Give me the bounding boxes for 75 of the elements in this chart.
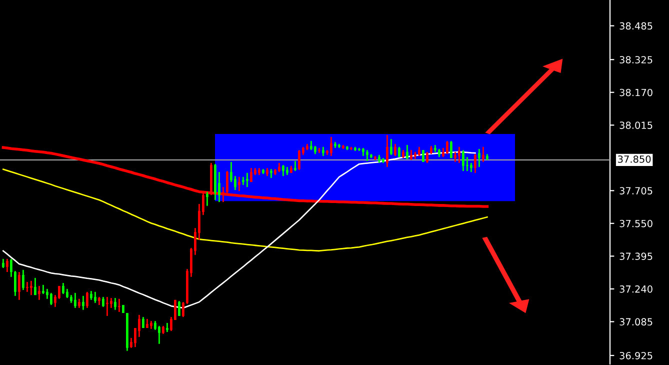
candlestick (206, 191, 208, 207)
candlestick (10, 258, 12, 278)
candlestick (82, 295, 84, 311)
y-tick-label: 37.085 (620, 318, 652, 326)
y-tick-label: 38.325 (620, 56, 652, 64)
candlestick (418, 146, 420, 157)
candlestick (14, 270, 16, 297)
candlestick (478, 148, 480, 168)
candlestick (410, 149, 412, 161)
candlestick (366, 149, 368, 162)
candlestick (66, 288, 68, 299)
candlestick (166, 322, 168, 333)
candlestick (482, 146, 484, 163)
candlestick (454, 151, 456, 163)
candlestick (50, 292, 52, 306)
candlestick (406, 144, 408, 160)
candlestick (46, 288, 48, 300)
candlestick (74, 292, 76, 309)
candlestick (238, 176, 240, 192)
candlestick (234, 175, 236, 191)
ref-line-label: 37.850 (618, 155, 651, 163)
candlestick (26, 281, 28, 293)
candlestick (226, 170, 228, 194)
candlestick (294, 160, 296, 172)
y-tick-label: 38.485 (620, 22, 652, 30)
y-tick-label: 36.925 (620, 352, 652, 360)
candlestick (30, 280, 32, 296)
candlestick (106, 296, 108, 317)
candlestick (310, 140, 312, 151)
candlestick (298, 149, 300, 171)
candlestick (18, 271, 20, 301)
candlestick (86, 291, 88, 309)
candlestick (42, 284, 44, 295)
candlestick (94, 291, 96, 304)
candlestick (462, 149, 464, 172)
candlestick (110, 297, 112, 309)
candlestick (386, 134, 388, 168)
candlestick (62, 282, 64, 295)
candlestick (458, 146, 460, 164)
candlestick (282, 164, 284, 177)
candlestick (230, 161, 232, 183)
candlestick (178, 300, 180, 317)
candlestick (58, 285, 60, 300)
candlestick (470, 162, 472, 173)
candlestick (426, 151, 428, 164)
y-tick-label: 37.395 (620, 252, 652, 260)
y-tick-label: 38.170 (620, 88, 652, 96)
candlestick (330, 136, 332, 157)
candlestick (394, 143, 396, 157)
candlestick (222, 186, 224, 203)
candlestick (474, 153, 476, 174)
candlestick (22, 269, 24, 291)
y-tick-label: 37.550 (620, 220, 652, 228)
candlestick (450, 140, 452, 159)
candlestick (118, 298, 120, 313)
candlestick (446, 140, 448, 155)
candlestick (102, 296, 104, 308)
candlestick (114, 297, 116, 311)
line-series (2, 168, 488, 252)
candlestick (2, 258, 4, 269)
y-tick-label: 37.240 (620, 285, 652, 293)
candlestick (390, 138, 392, 156)
y-tick-label: 38.015 (620, 122, 652, 129)
candlestick (6, 258, 8, 273)
candlestick (278, 162, 280, 173)
y-tick-label: 37.705 (620, 187, 652, 194)
candlestick (158, 325, 160, 345)
candlestick (34, 277, 36, 296)
candlestick (38, 285, 40, 301)
candlestick (322, 146, 324, 157)
candlestick (250, 167, 252, 183)
candlestick (182, 301, 184, 318)
candlestick (246, 172, 248, 188)
candlestick (466, 156, 468, 172)
candlestick (78, 298, 80, 309)
